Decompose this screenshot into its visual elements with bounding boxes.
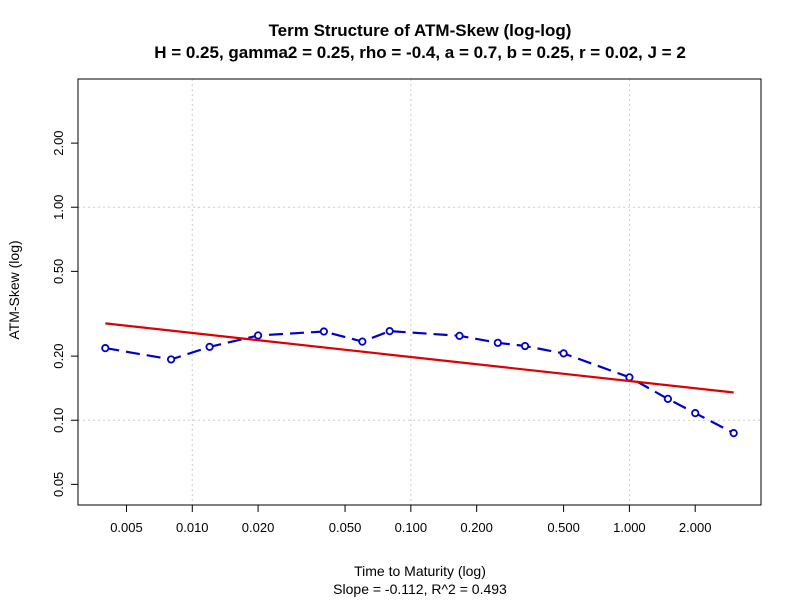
fit-line <box>105 322 734 394</box>
x-tick-label: 2.000 <box>679 520 712 535</box>
data-point <box>520 341 530 351</box>
x-tick-label: 0.050 <box>329 520 362 535</box>
y-tick-label: 0.05 <box>51 472 66 497</box>
grid-lines <box>78 79 761 505</box>
data-point <box>493 338 502 347</box>
x-tick-label: 0.500 <box>547 520 580 535</box>
y-tick-label: 0.50 <box>51 259 66 284</box>
data-point <box>663 394 672 403</box>
y-tick-label: 1.00 <box>51 195 66 220</box>
x-tick-label: 0.005 <box>110 520 143 535</box>
data-point <box>167 355 176 364</box>
data-point <box>691 409 700 418</box>
data-point <box>729 429 738 438</box>
x-tick-label: 1.000 <box>613 520 646 535</box>
data-point <box>358 337 367 346</box>
data-point <box>205 342 214 351</box>
data-point <box>455 331 464 340</box>
y-axis-label: ATM-Skew (log) <box>6 240 22 339</box>
data-point <box>319 327 328 336</box>
plot-frame <box>77 78 762 506</box>
series-layer <box>101 322 738 438</box>
chart-subtitle: H = 0.25, gamma2 = 0.25, rho = -0.4, a =… <box>154 43 686 62</box>
slope-caption: Slope = -0.112, R^2 = 0.493 <box>333 581 507 597</box>
y-axis: 0.05 0.10 0.20 0.50 1.00 2.00 <box>51 130 78 497</box>
x-tick-label: 0.020 <box>242 520 275 535</box>
y-tick-label: 0.10 <box>51 408 66 433</box>
x-axis-label: Time to Maturity (log) <box>354 563 486 579</box>
x-tick-label: 0.100 <box>395 520 428 535</box>
data-point <box>559 349 568 358</box>
data-point <box>101 344 110 353</box>
chart-title: Term Structure of ATM-Skew (log-log) <box>269 21 572 40</box>
y-tick-label: 2.00 <box>51 130 66 155</box>
data-point <box>385 327 394 336</box>
data-point <box>625 373 634 382</box>
y-tick-label: 0.20 <box>51 343 66 368</box>
data-point <box>253 331 263 340</box>
x-axis: 0.005 0.010 0.020 0.050 0.100 0.200 0.500 1.000… <box>110 505 711 535</box>
x-tick-label: 0.200 <box>460 520 493 535</box>
x-tick-label: 0.010 <box>176 520 209 535</box>
